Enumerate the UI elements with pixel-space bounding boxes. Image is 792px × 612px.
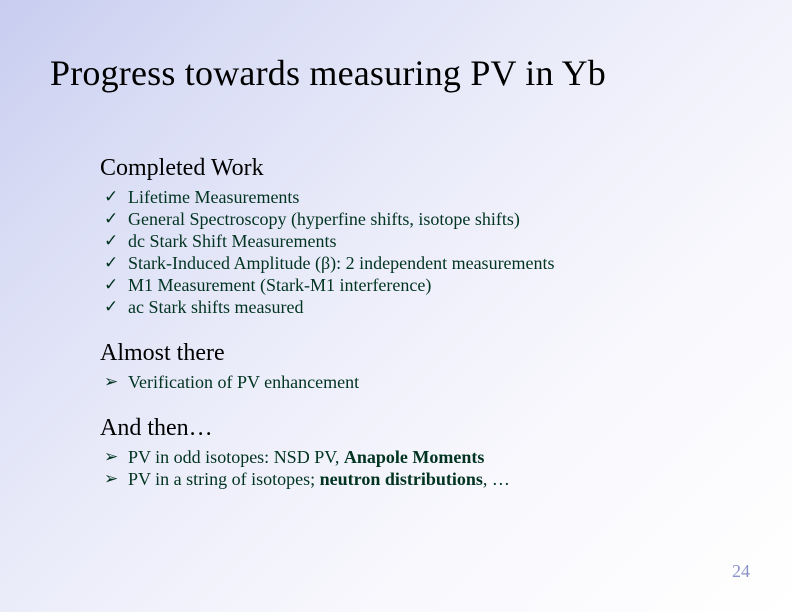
section-heading-almost: Almost there bbox=[100, 340, 732, 367]
list-item: ✓General Spectroscopy (hyperfine shifts,… bbox=[128, 208, 732, 230]
page-number: 24 bbox=[732, 561, 750, 582]
arrow-icon: ➢ bbox=[104, 446, 124, 468]
check-icon: ✓ bbox=[104, 296, 124, 318]
list-item-text: Verification of PV enhancement bbox=[128, 372, 359, 392]
list-item: ➢PV in a string of isotopes; neutron dis… bbox=[128, 468, 732, 490]
arrow-icon: ➢ bbox=[104, 468, 124, 490]
list-item-text: PV in odd isotopes: NSD PV, Anapole Mome… bbox=[128, 447, 484, 467]
list-item-text: M1 Measurement (Stark-M1 interference) bbox=[128, 275, 431, 295]
arrow-icon: ➢ bbox=[104, 371, 124, 393]
section-heading-completed: Completed Work bbox=[100, 155, 732, 182]
list-item-text: PV in a string of isotopes; neutron dist… bbox=[128, 469, 510, 489]
list-andthen: ➢PV in odd isotopes: NSD PV, Anapole Mom… bbox=[100, 446, 732, 490]
slide-title: Progress towards measuring PV in Yb bbox=[50, 52, 606, 94]
list-item-text: Lifetime Measurements bbox=[128, 187, 299, 207]
list-item-text: ac Stark shifts measured bbox=[128, 297, 303, 317]
check-icon: ✓ bbox=[104, 252, 124, 274]
slide-content: Completed Work ✓Lifetime Measurements ✓G… bbox=[100, 155, 732, 490]
section-heading-andthen: And then… bbox=[100, 415, 732, 442]
list-item: ✓Lifetime Measurements bbox=[128, 186, 732, 208]
list-completed: ✓Lifetime Measurements ✓General Spectros… bbox=[100, 186, 732, 318]
list-item: ✓Stark-Induced Amplitude (β): 2 independ… bbox=[128, 252, 732, 274]
list-item: ✓M1 Measurement (Stark-M1 interference) bbox=[128, 274, 732, 296]
list-item: ✓dc Stark Shift Measurements bbox=[128, 230, 732, 252]
list-almost: ➢Verification of PV enhancement bbox=[100, 371, 732, 393]
list-item-text: dc Stark Shift Measurements bbox=[128, 231, 336, 251]
list-item-text: Stark-Induced Amplitude (β): 2 independe… bbox=[128, 253, 555, 273]
check-icon: ✓ bbox=[104, 230, 124, 252]
list-item: ✓ac Stark shifts measured bbox=[128, 296, 732, 318]
list-item: ➢PV in odd isotopes: NSD PV, Anapole Mom… bbox=[128, 446, 732, 468]
list-item-text: General Spectroscopy (hyperfine shifts, … bbox=[128, 209, 520, 229]
slide: Progress towards measuring PV in Yb Comp… bbox=[0, 0, 792, 612]
check-icon: ✓ bbox=[104, 274, 124, 296]
list-item: ➢Verification of PV enhancement bbox=[128, 371, 732, 393]
check-icon: ✓ bbox=[104, 208, 124, 230]
check-icon: ✓ bbox=[104, 186, 124, 208]
